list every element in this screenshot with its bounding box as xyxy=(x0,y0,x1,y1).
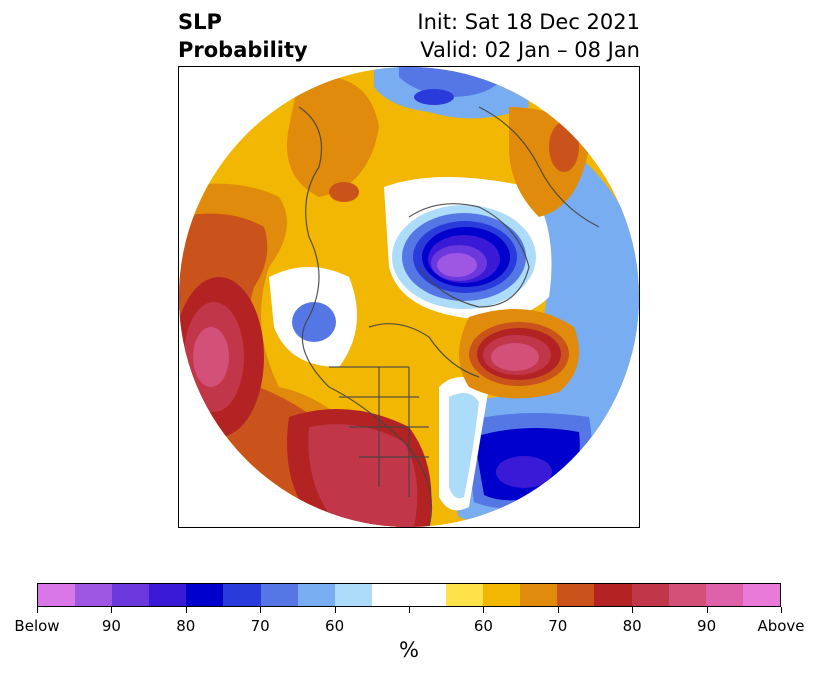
colorbar-tick-label: 60 xyxy=(473,617,493,635)
colorbar-cell xyxy=(149,584,187,606)
init-date: Init: Sat 18 Dec 2021 xyxy=(417,10,640,34)
colorbar-cell xyxy=(260,584,298,606)
colorbar-tick-label: Above xyxy=(757,617,805,635)
colorbar-tick xyxy=(37,607,38,613)
colorbar-tick-label: Below xyxy=(14,617,60,635)
colorbar-cell xyxy=(446,584,484,606)
map-title-line2: Probability xyxy=(178,38,308,62)
colorbar-unit-label: % xyxy=(399,638,419,662)
colorbar-cell xyxy=(705,584,743,606)
title-block-right: Init: Sat 18 Dec 2021 Valid: 02 Jan – 08… xyxy=(417,8,640,64)
colorbar-cell xyxy=(297,584,335,606)
colorbar-cell xyxy=(75,584,113,606)
colorbar-tick xyxy=(111,607,113,613)
colorbar-cell xyxy=(594,584,632,606)
colorbar-cell xyxy=(408,584,447,606)
title-block-left: SLP Probability xyxy=(178,8,308,64)
colorbar-cell xyxy=(742,584,780,606)
map-svg xyxy=(179,67,639,527)
colorbar-tick-label: 70 xyxy=(250,617,270,635)
colorbar-cell xyxy=(334,584,372,606)
colorbar-tick-label: 90 xyxy=(101,617,121,635)
colorbar-cell xyxy=(483,584,521,606)
colorbar-tick xyxy=(483,607,485,613)
coastline-overlay xyxy=(298,106,600,527)
valid-date-range: Valid: 02 Jan – 08 Jan xyxy=(420,38,640,62)
colorbar-tick-label: 70 xyxy=(548,617,568,635)
colorbar-cell xyxy=(668,584,706,606)
colorbar-tick xyxy=(334,607,336,613)
colorbar-tick xyxy=(185,607,187,613)
colorbar-cell xyxy=(186,584,224,606)
map-title-line1: SLP xyxy=(178,10,222,34)
colorbar-tick xyxy=(260,607,262,613)
colorbar-cell xyxy=(520,584,558,606)
colorbar-cell xyxy=(371,584,409,606)
colorbar-tick-label: 80 xyxy=(622,617,642,635)
colorbar-tick xyxy=(409,607,410,613)
probability-colorbar xyxy=(37,583,781,607)
colorbar-tick xyxy=(781,607,782,613)
colorbar-tick xyxy=(632,607,634,613)
colorbar-tick-label: 80 xyxy=(176,617,196,635)
colorbar-cell xyxy=(557,584,595,606)
colorbar-tick xyxy=(706,607,708,613)
colorbar-tick-label: 60 xyxy=(325,617,345,635)
colorbar-tick xyxy=(557,607,559,613)
colorbar-cell xyxy=(112,584,150,606)
anomaly-max-northeast xyxy=(491,343,539,371)
colorbar-cell xyxy=(38,584,76,606)
colorbar-cell xyxy=(223,584,261,606)
colorbar-tick-label: 90 xyxy=(697,617,717,635)
polar-probability-map xyxy=(178,66,640,528)
colorbar-cell xyxy=(631,584,669,606)
